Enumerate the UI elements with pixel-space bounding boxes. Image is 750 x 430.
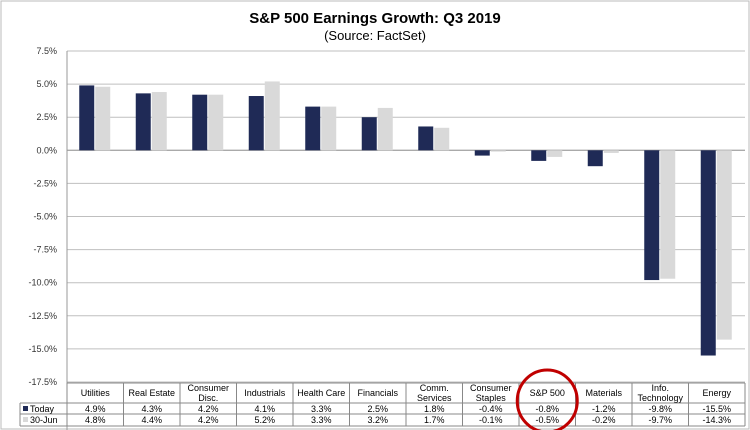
legend-swatch	[23, 417, 28, 422]
category-label: Energy	[702, 388, 731, 398]
bar-today	[192, 94, 208, 151]
y-tick-label: 2.5%	[36, 112, 57, 122]
table-value: -9.8%	[648, 404, 672, 414]
category-label: Real Estate	[128, 388, 175, 398]
category-label: Financials	[357, 388, 398, 398]
bar-30-jun	[434, 127, 450, 151]
category-label: Materials	[585, 388, 622, 398]
legend-swatch	[23, 406, 28, 411]
bar-today	[248, 96, 264, 151]
bar-today	[700, 150, 716, 356]
bar-today	[361, 117, 377, 151]
category-label: Technology	[637, 393, 683, 403]
bar-30-jun	[321, 106, 337, 151]
bar-30-jun	[547, 150, 563, 157]
category-label: Comm.	[420, 383, 449, 393]
bar-today	[79, 85, 95, 151]
bar-today	[135, 93, 151, 151]
bar-today	[587, 150, 603, 167]
legend-label: 30-Jun	[30, 415, 58, 425]
table-value: -1.2%	[592, 404, 616, 414]
category-label: Disc.	[198, 393, 218, 403]
table-value: -9.7%	[648, 415, 672, 425]
category-label: S&P 500	[530, 388, 565, 398]
table-value: 2.5%	[367, 404, 388, 414]
bar-30-jun	[490, 150, 506, 152]
bar-30-jun	[716, 150, 732, 340]
category-label: Industrials	[244, 388, 286, 398]
category-label: Utilities	[81, 388, 111, 398]
category-label: Consumer	[470, 383, 512, 393]
table-value: 4.1%	[254, 404, 275, 414]
y-tick-label: -10.0%	[28, 278, 57, 288]
y-tick-label: -15.0%	[28, 344, 57, 354]
table-value: 1.8%	[424, 404, 445, 414]
legend-label: Today	[30, 404, 55, 414]
table-value: -0.4%	[479, 404, 503, 414]
table-value: 4.3%	[141, 404, 162, 414]
bar-30-jun	[660, 150, 676, 279]
table-value: 4.4%	[141, 415, 162, 425]
category-label: Health Care	[297, 388, 345, 398]
bar-today	[644, 150, 660, 281]
bar-30-jun	[151, 92, 167, 151]
category-label: Info.	[651, 383, 669, 393]
y-tick-label: -17.5%	[28, 377, 57, 387]
table-value: 3.3%	[311, 404, 332, 414]
bar-today	[474, 150, 490, 156]
bar-30-jun	[377, 107, 393, 151]
table-value: -0.2%	[592, 415, 616, 425]
table-value: -0.8%	[535, 404, 559, 414]
table-value: 3.2%	[367, 415, 388, 425]
y-tick-label: 0.0%	[36, 145, 57, 155]
y-tick-label: 5.0%	[36, 79, 57, 89]
y-tick-label: -12.5%	[28, 311, 57, 321]
chart-title: S&P 500 Earnings Growth: Q3 2019	[249, 10, 500, 27]
chart-subtitle: (Source: FactSet)	[324, 28, 426, 43]
bar-today	[305, 106, 321, 151]
table-value: 3.3%	[311, 415, 332, 425]
table-value: 4.2%	[198, 415, 219, 425]
table-value: 5.2%	[254, 415, 275, 425]
y-tick-label: -2.5%	[33, 178, 57, 188]
y-tick-label: 7.5%	[36, 46, 57, 56]
category-label: Consumer	[187, 383, 229, 393]
bar-30-jun	[264, 81, 280, 151]
table-value: 4.8%	[85, 415, 106, 425]
bar-today	[418, 126, 434, 151]
y-tick-label: -5.0%	[33, 212, 57, 222]
table-value: 4.2%	[198, 404, 219, 414]
y-tick-label: -7.5%	[33, 245, 57, 255]
table-value: -0.1%	[479, 415, 503, 425]
table-value: -15.5%	[702, 404, 731, 414]
category-label: Staples	[476, 393, 507, 403]
bar-30-jun	[208, 94, 224, 151]
table-value: 1.7%	[424, 415, 445, 425]
bar-today	[531, 150, 547, 161]
bar-30-jun	[603, 150, 619, 153]
table-value: -14.3%	[702, 415, 731, 425]
highlight-circle	[515, 368, 579, 430]
bar-30-jun	[95, 86, 111, 151]
table-value: -0.5%	[535, 415, 559, 425]
category-label: Services	[417, 393, 452, 403]
table-value: 4.9%	[85, 404, 106, 414]
